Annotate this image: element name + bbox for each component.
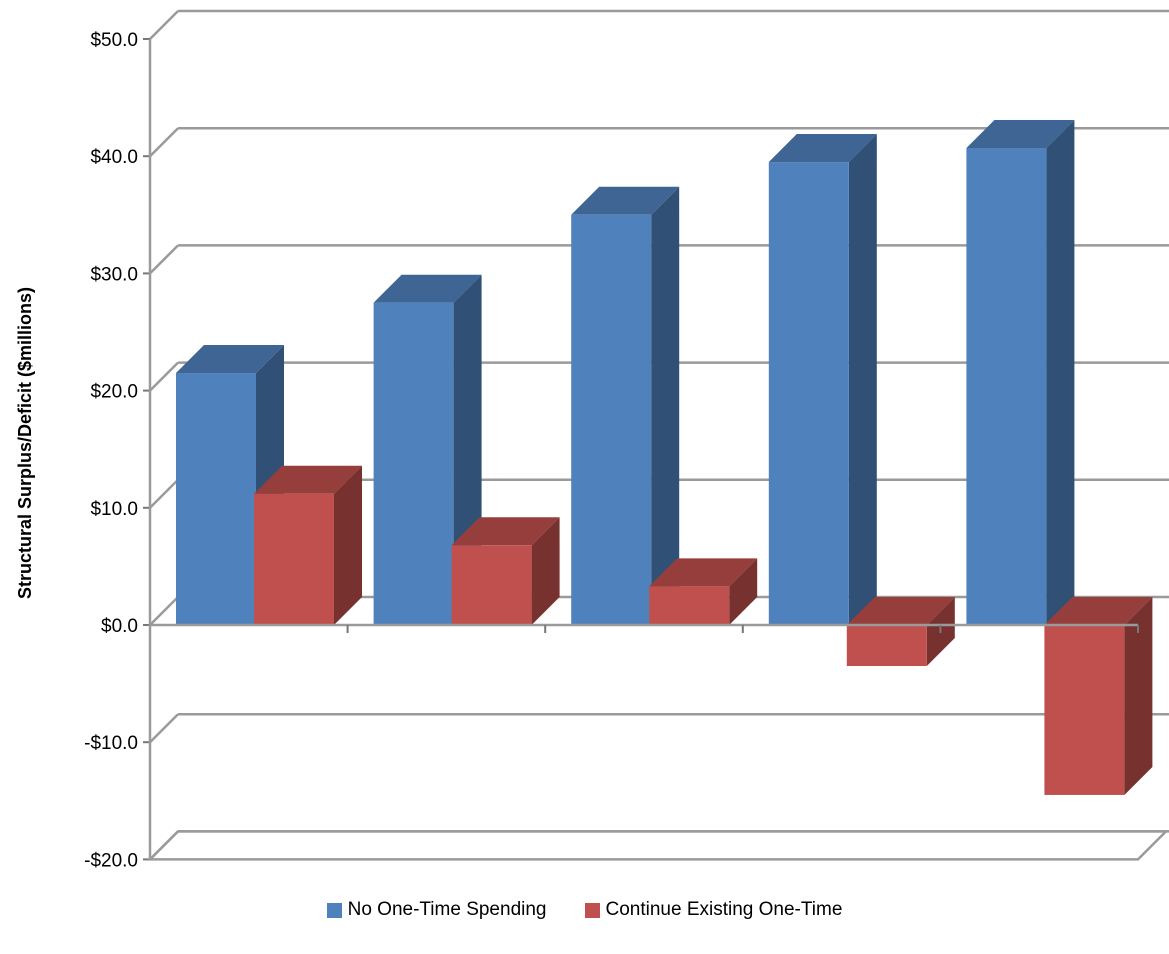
bar-s1-c4-top [768, 134, 877, 163]
bar-s1-c2-top [373, 274, 482, 303]
bar-s2-c5-top [1044, 597, 1153, 625]
bar-s2-c3 [649, 558, 758, 625]
bar-s2-c2 [451, 517, 560, 625]
y-tick-label-1: $40.0 [90, 147, 138, 168]
bar-s1-c3-front [571, 214, 652, 626]
legend-swatch-series-2 [584, 902, 600, 918]
y-tick-labels: $50.0 $40.0 $30.0 $20.0 $10.0 $0.0 -$10.0 -$20.… [84, 30, 138, 871]
floor [146, 830, 1169, 861]
bar-s1-c5-front [966, 147, 1047, 625]
y-tick-label-6: -$10.0 [84, 733, 138, 754]
axes [143, 38, 1169, 861]
legend-item-series-1: No One-Time Spending [326, 899, 547, 921]
gridline-side-0 [149, 10, 179, 40]
bar-s2-c1 [254, 465, 362, 625]
legend-item-series-2: Continue Existing One-Time [584, 899, 843, 921]
bar-s2-c2-side [531, 517, 560, 625]
bar-s2-c5 [1044, 597, 1153, 795]
bar-s1-c4-side [848, 134, 877, 625]
gridline-side-1 [149, 127, 179, 158]
bar-s2-c1-front [254, 493, 334, 625]
chart: $50.0 $40.0 $30.0 $20.0 $10.0 $0.0 -$10.0 -$20.… [15, 9, 1169, 871]
bar-s1-c2-front [373, 302, 454, 625]
bar-s2-c1-side [334, 465, 362, 625]
bar-s2-c4 [846, 597, 955, 667]
bar-s1-c4 [768, 134, 877, 625]
bar-s2-c4-top [846, 597, 955, 625]
bar-s1-c4-front [768, 162, 849, 625]
gridline-side-3 [149, 361, 179, 392]
bar-s1-c3-top [571, 186, 680, 215]
bar-s2-c4-front [846, 625, 927, 667]
bar-s1-c1-front [176, 373, 256, 625]
legend-label-series-1: No One-Time Spending [347, 899, 547, 920]
y-tick-label-7: -$20.0 [84, 850, 138, 871]
gridline-side-2 [149, 244, 179, 275]
bar-s2-c3-side [729, 558, 758, 625]
bar-s1-c3 [571, 186, 680, 626]
bar-s1-c3-side [651, 186, 680, 626]
y-tick-label-0: $50.0 [90, 30, 138, 51]
bar-s1-c5 [966, 119, 1075, 625]
gridline-side-5 [149, 596, 179, 626]
bar-s1-c1-top [176, 345, 284, 374]
bar-s2-c5-front [1044, 625, 1125, 795]
bar-s1-c2 [373, 274, 482, 625]
gridline-side-6 [149, 713, 179, 744]
legend-swatch-series-1 [326, 902, 342, 918]
y-tick-label-4: $10.0 [90, 499, 138, 520]
gridline-side-4 [149, 478, 179, 509]
y-tick-label-3: $20.0 [90, 382, 138, 403]
bar-s2-c2-front [451, 545, 532, 625]
bar-s2-c2-top [451, 517, 560, 546]
bar-s2-c3-front [649, 586, 730, 625]
y-axis-label: Structural Surplus/Deficit ($millions) [15, 287, 35, 599]
legend: No One-Time Spending Continue Existing O… [0, 890, 1169, 930]
y-tick-label-2: $30.0 [90, 264, 138, 285]
bar-s2-c3-top [649, 558, 758, 587]
bars [150, 119, 1153, 795]
bar-s2-c5-side [1124, 597, 1153, 795]
bar-s2-c1-top [254, 465, 362, 494]
legend-label-series-2: Continue Existing One-Time [605, 899, 843, 920]
bar-s1-c5-top [966, 119, 1075, 148]
bar-s1-c5-side [1046, 119, 1075, 625]
y-tick-label-5: $0.0 [101, 616, 138, 637]
